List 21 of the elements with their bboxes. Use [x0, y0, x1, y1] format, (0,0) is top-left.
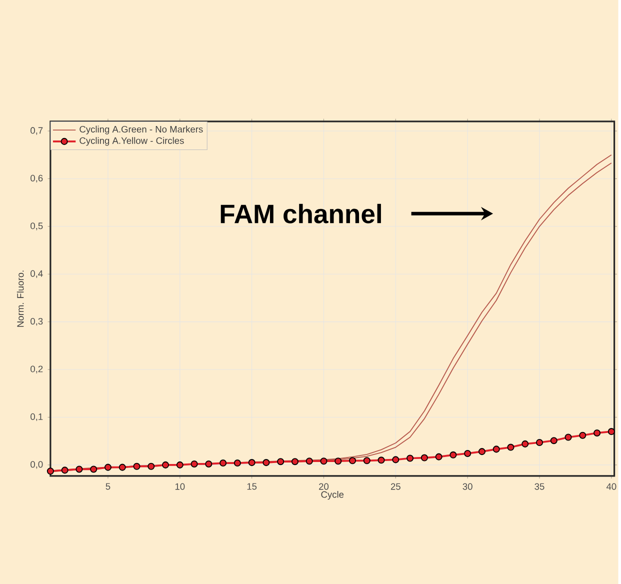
x-axis-title: Cycle — [321, 490, 344, 500]
x-tick-label: 30 — [462, 483, 472, 490]
x-tick-label: 10 — [175, 483, 185, 490]
annotation: FAM channel — [220, 204, 381, 224]
y-tick-label: 0,6 — [30, 174, 43, 182]
legend-label: Cycling A.Yellow - Circles — [80, 136, 184, 146]
x-tick-label: 35 — [534, 483, 544, 490]
y-tick-label: 0,2 — [30, 365, 43, 374]
y-tick-label: 0,7 — [30, 126, 43, 135]
y-tick-label: 0,5 — [30, 222, 43, 230]
x-tick-label: 25 — [390, 483, 400, 490]
x-tick-label: 20 — [319, 483, 329, 490]
y-tick-label: 0,3 — [30, 318, 43, 326]
y-tick-label: 0,4 — [30, 270, 43, 278]
y-axis-title: Norm. Fluoro. — [16, 270, 24, 327]
x-tick-label: 15 — [247, 483, 257, 490]
x-tick-label: 5 — [106, 483, 110, 490]
y-tick-label: 0,1 — [30, 413, 43, 421]
y-tick-label: 0,0 — [30, 460, 43, 469]
x-tick-label: 40 — [606, 483, 616, 490]
legend-label: Cycling A.Green - No Markers — [80, 126, 203, 134]
